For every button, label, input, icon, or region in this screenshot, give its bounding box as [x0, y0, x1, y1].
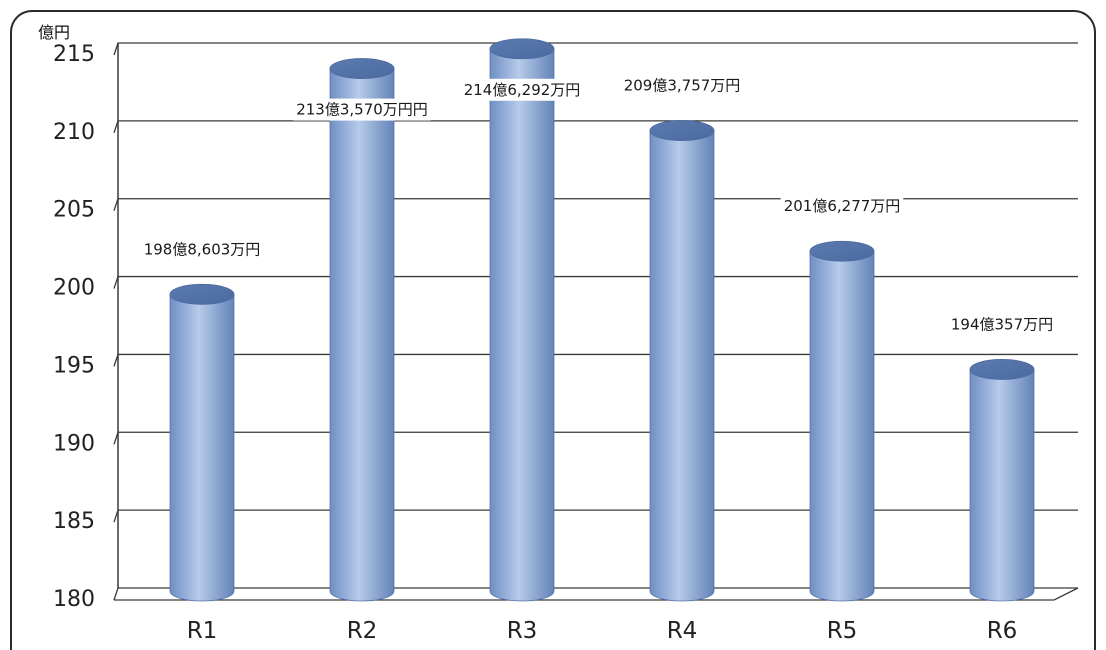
data-label: 213億3,570万円円 [296, 101, 428, 119]
x-tick-label: R5 [827, 618, 858, 644]
bar-top [809, 240, 875, 262]
bar [169, 293, 235, 602]
bar [329, 68, 395, 602]
bar-top [649, 120, 715, 141]
y-tick-label: 190 [53, 431, 95, 456]
bars [169, 38, 1035, 602]
axes: 180 185 190 195 200 205 210 215 R1 R2 R3 R4 R5 R6 [53, 42, 1079, 644]
y-tick-label: 185 [53, 509, 95, 534]
grid-line [113, 120, 1078, 134]
data-label: 194億357万円 [951, 315, 1053, 333]
data-label: 214億6,292万円 [464, 81, 581, 99]
x-tick-label: R4 [667, 618, 698, 644]
bar [969, 369, 1035, 602]
bar [489, 48, 555, 602]
y-tick-label: 205 [53, 198, 95, 223]
bar [809, 250, 875, 602]
grid-line [113, 431, 1078, 445]
y-tick-label: 180 [53, 587, 95, 612]
data-label-bg [780, 195, 904, 218]
y-unit-label: 億円 [38, 23, 70, 42]
data-label: 198億8,603万円 [144, 240, 261, 258]
floor-edge [114, 587, 1079, 601]
data-label: 201億6,277万円 [784, 197, 901, 215]
data-label-bg [140, 238, 264, 261]
y-tick-label: 200 [53, 276, 95, 301]
data-label-bg [460, 78, 584, 101]
data-label-bg [293, 98, 431, 121]
bar-top [969, 359, 1035, 380]
x-tick-label: R6 [987, 618, 1018, 644]
y-tick-label: 195 [53, 353, 95, 378]
x-tick-label: R2 [347, 618, 378, 644]
data-label-bg [620, 74, 744, 97]
grid-line [113, 275, 1078, 289]
data-labels: 198億8,603万円 213億3,570万円円 214億6,292万円 209億3,… [140, 74, 1057, 336]
bar-top [329, 58, 395, 79]
grid-line [113, 198, 1078, 211]
data-label-bg [947, 313, 1057, 336]
grid-line [113, 587, 1078, 601]
y-tick-label: 215 [53, 42, 95, 67]
data-label: 209億3,757万円 [624, 77, 741, 95]
grid-line [113, 42, 1078, 56]
grid-line [113, 353, 1078, 367]
x-tick-label: R1 [187, 618, 218, 644]
grid-line [113, 509, 1078, 523]
bar [649, 130, 715, 602]
grid-lines [113, 42, 1078, 601]
bar-top [169, 283, 235, 305]
x-tick-label: R3 [507, 618, 538, 644]
y-tick-label: 210 [53, 120, 95, 145]
bar-top [489, 38, 555, 60]
